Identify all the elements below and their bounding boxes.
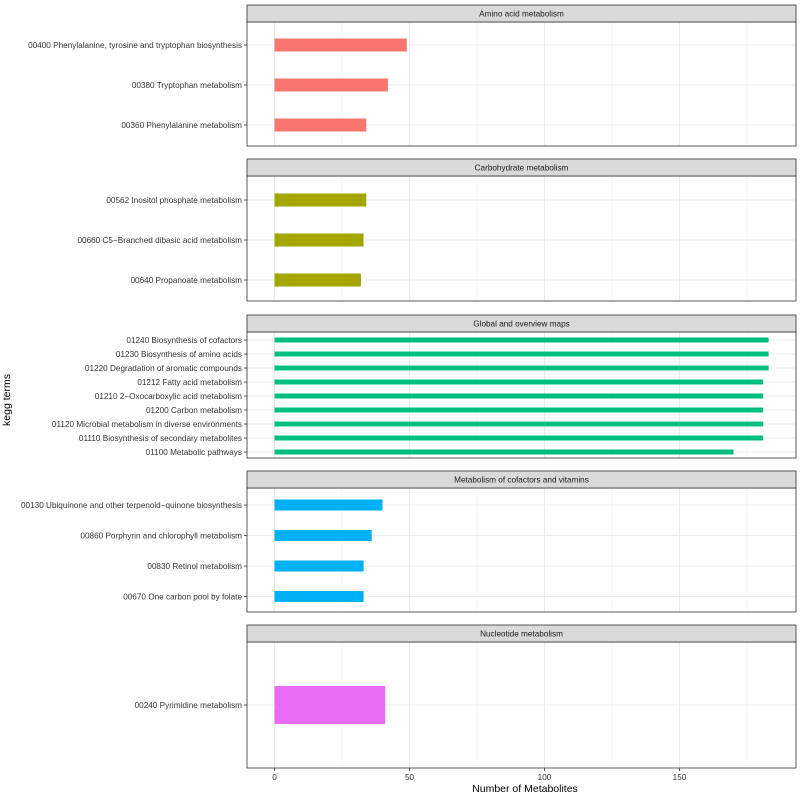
y-tick-label: 01220 Degradation of aromatic compounds xyxy=(85,364,242,373)
bar xyxy=(274,379,764,385)
x-tick-label: 50 xyxy=(405,773,415,782)
bar xyxy=(274,421,764,427)
bar xyxy=(274,449,734,455)
facet-strip xyxy=(246,4,797,23)
facet-strip xyxy=(246,624,797,643)
bar xyxy=(274,560,364,572)
bar xyxy=(274,393,764,399)
bar xyxy=(274,591,364,602)
bar xyxy=(274,365,769,371)
facet-panel: 01240 Biosynthesis of cofactors 01230 Bio… xyxy=(52,314,797,459)
bar xyxy=(274,686,386,724)
facet-strip xyxy=(246,470,797,489)
bar xyxy=(274,118,367,132)
y-tick-label: 00360 Phenylalanine metabolism xyxy=(121,121,242,130)
x-tick-label: 150 xyxy=(673,773,687,782)
x-axis-title: Number of Metabolites xyxy=(472,783,578,795)
bar xyxy=(274,351,769,357)
bar xyxy=(274,38,407,52)
y-tick-label: 01200 Carbon metabolism xyxy=(146,406,242,415)
facet-title: Global and overview maps xyxy=(473,320,569,329)
x-tick-label: 100 xyxy=(538,773,552,782)
y-tick-label: 01120 Microbial metabolism in diverse en… xyxy=(52,420,242,429)
facet-panel: 00562 Inositol phosphate metabolism 00660… xyxy=(77,158,797,302)
bar xyxy=(274,499,383,511)
y-axis-title: kegg terms xyxy=(1,374,13,426)
y-tick-label: 00130 Ubiquinone and other terpenoid−qui… xyxy=(21,501,242,510)
facet-title: Amino acid metabolism xyxy=(479,10,564,19)
facet-panel: 00240 Pyrimidine metabolism Nucleotide me… xyxy=(135,624,797,782)
facet-title: Nucleotide metabolism xyxy=(480,630,563,639)
bar xyxy=(274,78,388,92)
facet-strip xyxy=(246,158,797,177)
y-tick-label: 00240 Pyrimidine metabolism xyxy=(135,701,243,710)
y-tick-label: 01110 Biosynthesis of secondary metaboli… xyxy=(79,434,242,443)
x-tick-label: 0 xyxy=(272,773,277,782)
bar xyxy=(274,233,364,247)
bar xyxy=(274,273,361,287)
facet-strip xyxy=(246,314,797,333)
y-tick-label: 00400 Phenylalanine, tyrosine and trypto… xyxy=(28,41,242,50)
y-tick-label: 01210 2−Oxocarboxylic acid metabolism xyxy=(95,392,242,401)
y-tick-label: 00640 Propanoate metabolism xyxy=(130,276,242,285)
facet-panel: 00400 Phenylalanine, tyrosine and trypto… xyxy=(28,4,797,147)
y-tick-label: 00660 C5−Branched dibasic acid metabolis… xyxy=(77,236,242,245)
y-tick-label: 01230 Biosynthesis of amino acids xyxy=(116,350,242,359)
facet-title: Metabolism of cofactors and vitamins xyxy=(454,476,589,485)
y-tick-label: 01240 Biosynthesis of cofactors xyxy=(126,336,242,345)
y-tick-label: 00670 One carbon pool by folate xyxy=(123,593,242,602)
bar xyxy=(274,337,769,343)
y-tick-label: 00380 Tryptophan metabolism xyxy=(132,81,242,90)
y-tick-label: 00830 Retinol metabolism xyxy=(147,562,242,571)
bar xyxy=(274,530,372,541)
y-tick-label: 00860 Porphyrin and chlorophyll metaboli… xyxy=(80,532,242,541)
y-tick-label: 01100 Metabolic pathways xyxy=(146,448,242,457)
bar xyxy=(274,407,764,413)
y-tick-label: 01212 Fatty acid metabolism xyxy=(137,378,242,387)
bar xyxy=(274,193,367,207)
panels-layer: 00400 Phenylalanine, tyrosine and trypto… xyxy=(21,4,797,782)
facet-panel: 00130 Ubiquinone and other terpenoid−qui… xyxy=(21,470,797,613)
bar xyxy=(274,435,764,441)
y-tick-label: 00562 Inositol phosphate metabolism xyxy=(106,196,242,205)
facet-title: Carbohydrate metabolism xyxy=(475,164,569,173)
